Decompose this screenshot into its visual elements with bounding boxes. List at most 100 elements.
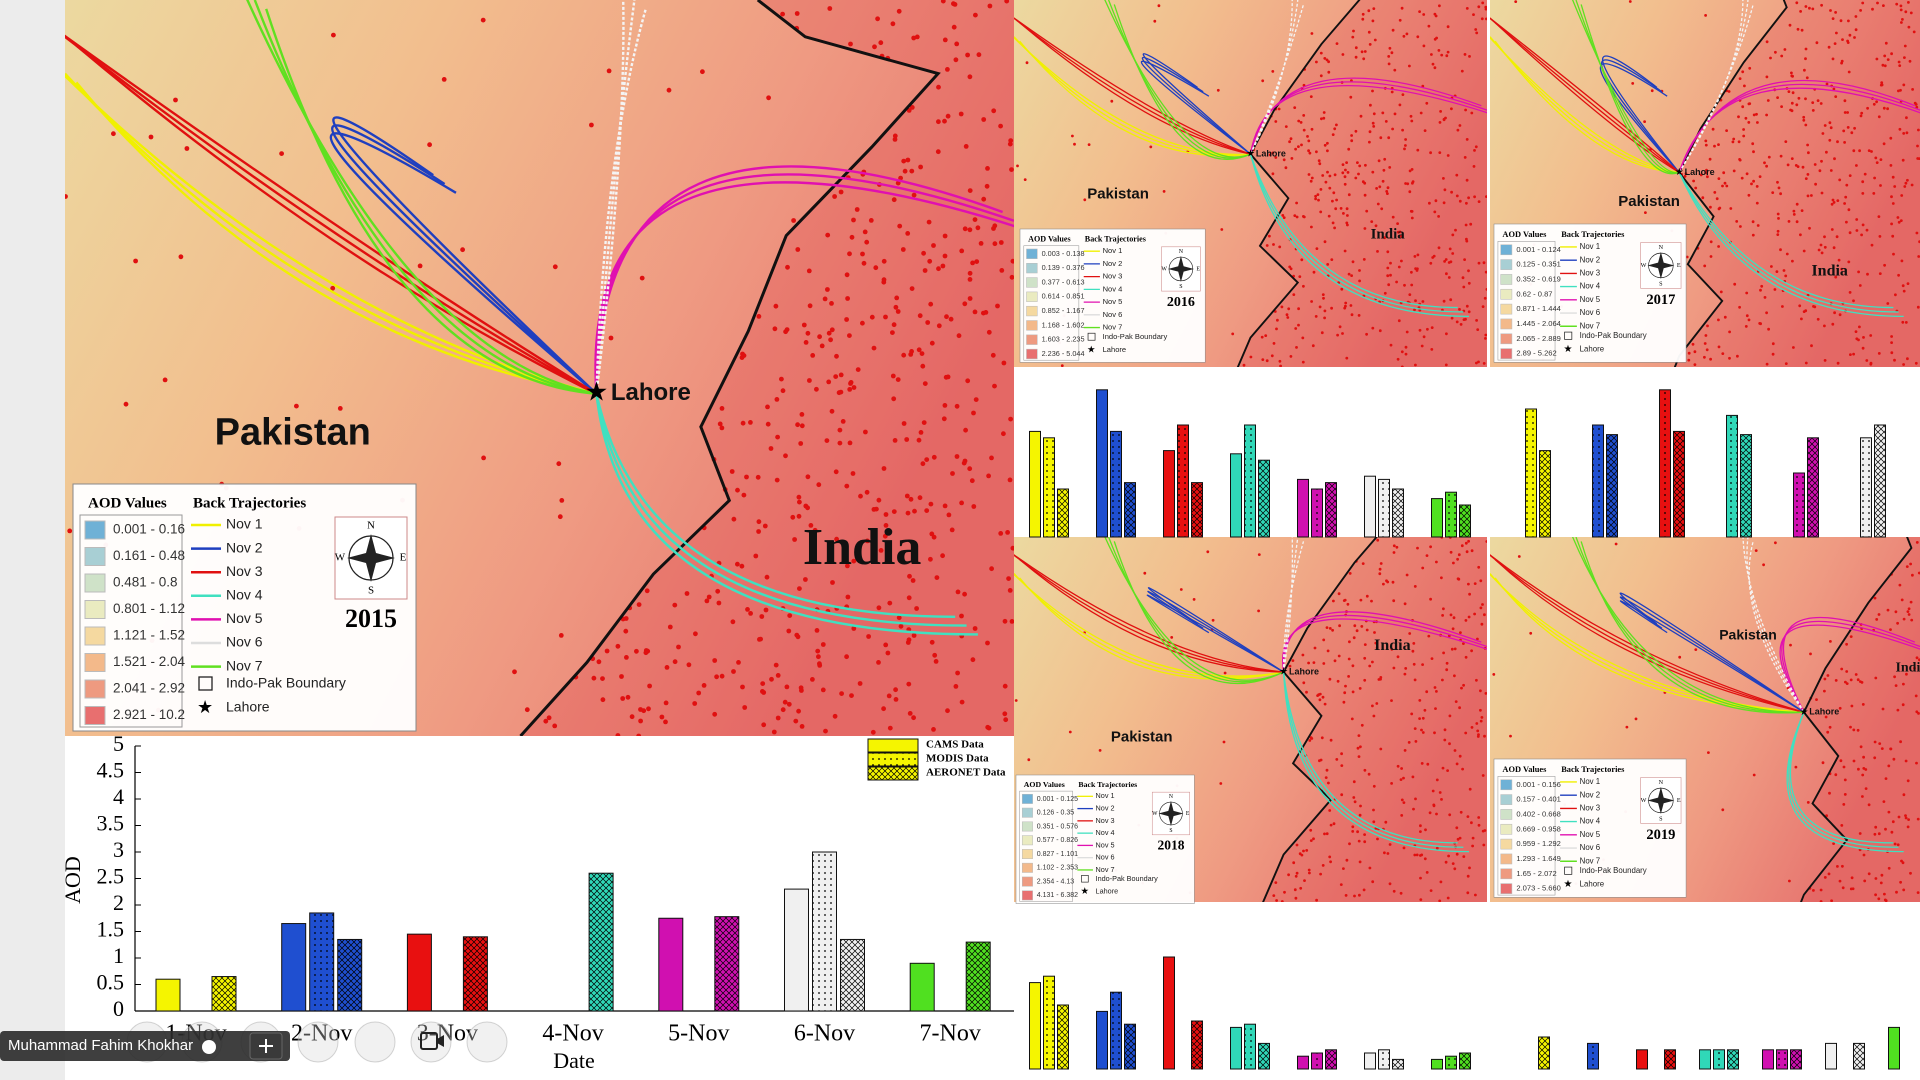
bar (1776, 1049, 1788, 1070)
fire-point (1769, 56, 1772, 60)
control-button[interactable] (466, 1021, 508, 1063)
fire-point (1917, 255, 1920, 258)
fire-point (1370, 599, 1373, 603)
fire-point (1823, 324, 1826, 328)
trajectory (1014, 573, 1284, 677)
fire-point (1824, 715, 1828, 719)
fire-point (1904, 816, 1908, 820)
fire-point (1413, 853, 1417, 857)
fire-point (904, 437, 910, 442)
fire-point (942, 118, 947, 124)
trajectory-name: Nov 6 (1580, 308, 1601, 317)
fire-point (1886, 58, 1890, 61)
fire-point (1481, 1, 1485, 5)
fire-point (1915, 541, 1919, 544)
trajectory (1282, 541, 1305, 673)
control-button[interactable] (410, 1021, 452, 1063)
bar (1258, 459, 1270, 538)
fire-point (868, 218, 874, 223)
fire-point (1016, 164, 1019, 168)
fire-point (972, 217, 978, 223)
fire-point (1913, 666, 1916, 670)
fire-point (784, 684, 790, 690)
fire-point (866, 634, 871, 639)
trajectory (1678, 4, 1754, 173)
fire-point (942, 233, 948, 239)
fire-point (862, 229, 868, 235)
fire-point (1414, 363, 1417, 367)
fire-point (1854, 673, 1858, 676)
fire-point (865, 538, 870, 544)
fire-point (1777, 186, 1781, 190)
fire-point (1261, 79, 1265, 83)
bar (1311, 1052, 1323, 1070)
fire-point (991, 108, 997, 114)
fire-point (1390, 699, 1393, 702)
city-marker: ★ (1279, 667, 1288, 678)
fire-point (1385, 579, 1388, 583)
fire-point (1294, 147, 1297, 151)
fire-point (623, 628, 629, 634)
fire-point (1765, 362, 1769, 366)
fire-point (1340, 287, 1344, 291)
fire-point (1321, 293, 1325, 296)
fire-point (1448, 247, 1452, 251)
fire-point (1347, 675, 1350, 678)
fire-point (1371, 121, 1375, 125)
y-tick-label: 1.5 (97, 917, 125, 942)
control-button[interactable] (297, 1021, 339, 1063)
fire-point (1832, 201, 1836, 204)
compass-letter: W (335, 552, 346, 564)
fire-point (849, 693, 854, 698)
trajectory (1107, 537, 1284, 683)
fire-point (1359, 114, 1363, 118)
fire-point (1467, 269, 1470, 273)
fire-point (1087, 143, 1091, 147)
fire-point (1458, 199, 1462, 203)
fire-point (600, 697, 606, 703)
bar (1445, 1055, 1457, 1070)
trajectory-name: Nov 2 (1096, 804, 1115, 813)
fire-point (1794, 164, 1798, 167)
fire-point (1896, 843, 1900, 847)
fire-point (951, 24, 957, 30)
fire-point (1325, 626, 1329, 629)
fire-point (1728, 356, 1731, 360)
trajectory (1019, 40, 1251, 157)
city-symbol: ★ (197, 697, 213, 717)
fire-point (1790, 157, 1794, 161)
india-region (520, 0, 1014, 736)
fire-point (898, 623, 904, 629)
fire-point (1450, 316, 1454, 320)
fire-point (1741, 105, 1745, 109)
fire-point (1909, 871, 1912, 875)
fire-point (1887, 866, 1891, 870)
fire-point (1706, 175, 1709, 179)
fire-point (1368, 130, 1372, 134)
fire-point (1462, 318, 1466, 321)
aod-swatch (1500, 838, 1513, 850)
fire-point (1401, 93, 1405, 96)
fire-point (1325, 58, 1329, 62)
fire-point (1828, 138, 1832, 142)
fire-point (1816, 99, 1820, 102)
fire-point (1192, 598, 1196, 601)
fire-point (1463, 53, 1467, 56)
fire-point (924, 457, 930, 462)
fire-point (1377, 159, 1381, 163)
fire-point (1399, 234, 1403, 238)
fire-point (1442, 201, 1446, 205)
control-button[interactable] (354, 1021, 396, 1063)
trajectory (595, 165, 1004, 394)
x-tick-label: 2-Nov (291, 1021, 352, 1047)
fire-point (1340, 752, 1343, 756)
fire-point (1305, 849, 1309, 852)
fire-point (1455, 826, 1459, 830)
fire-point (1271, 172, 1275, 176)
fire-point (1372, 7, 1376, 10)
fire-point (1466, 891, 1470, 895)
fire-point (712, 658, 718, 663)
fire-point (1321, 174, 1325, 177)
aod-range: 2.921 - 10.2 (113, 707, 185, 722)
aod-swatch (1500, 809, 1513, 820)
